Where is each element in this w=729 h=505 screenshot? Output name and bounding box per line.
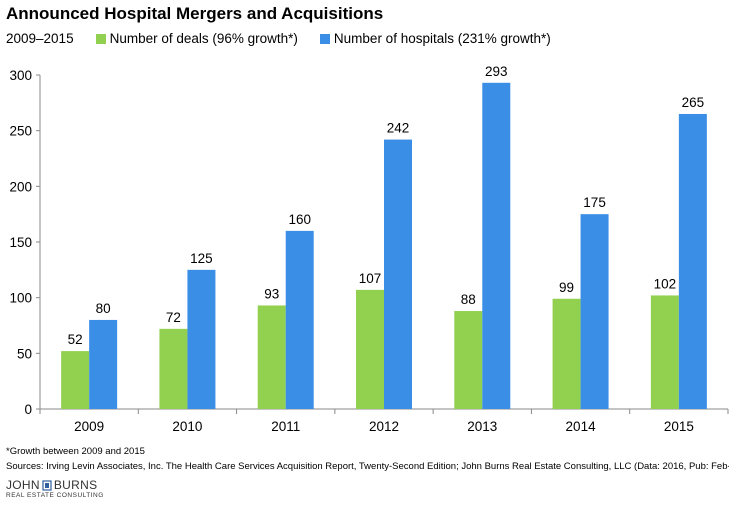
data-label-deals: 99 <box>559 280 574 295</box>
data-label-deals: 93 <box>264 286 279 301</box>
data-label-deals: 107 <box>359 271 382 286</box>
y-tick-label: 100 <box>9 291 32 306</box>
bar-deals <box>454 311 483 409</box>
data-label-deals: 102 <box>654 276 677 291</box>
data-label-deals: 88 <box>461 292 476 307</box>
bar-hospitals <box>384 139 412 409</box>
bar-deals <box>61 351 90 409</box>
chart-title: Announced Hospital Mergers and Acquisiti… <box>6 4 384 23</box>
x-tick-label: 2015 <box>664 419 694 434</box>
x-tick-label: 2013 <box>467 419 497 434</box>
y-tick-label: 300 <box>9 68 32 83</box>
bar-deals <box>552 298 581 409</box>
bar-hospitals <box>482 82 511 409</box>
logo-tagline: REAL ESTATE CONSULTING <box>6 492 104 499</box>
data-label-hospitals: 125 <box>190 251 213 266</box>
bar-deals <box>650 295 679 409</box>
legend-swatch-deals <box>95 33 106 44</box>
data-label-hospitals: 175 <box>583 195 606 210</box>
data-label-hospitals: 293 <box>485 64 508 79</box>
legend-item-deals: Number of deals (96% growth*) <box>95 31 298 46</box>
bar-hospitals <box>187 269 216 409</box>
bar-hospitals <box>285 230 314 409</box>
x-tick-label: 2010 <box>172 419 202 434</box>
bar-deals <box>356 289 384 409</box>
data-label-hospitals: 160 <box>288 212 311 227</box>
legend-swatch-hospitals <box>319 33 330 44</box>
sources-note: Sources: Irving Levin Associates, Inc. T… <box>6 461 729 472</box>
logo-mark-icon <box>42 479 52 491</box>
data-label-hospitals: 265 <box>682 95 705 110</box>
bar-hospitals <box>678 113 707 409</box>
y-tick-label: 150 <box>9 235 32 250</box>
data-label-deals: 52 <box>68 332 83 347</box>
legend-item-hospitals: Number of hospitals (231% growth*) <box>319 31 551 46</box>
x-tick-label: 2009 <box>74 419 104 434</box>
chart-subtitle: 2009–2015 <box>6 31 74 46</box>
subtitle-legend-row: 2009–2015 Number of deals (96% growth*) … <box>6 31 551 46</box>
john-burns-logo: JOHN BURNS REAL ESTATE CONSULTING <box>6 478 116 504</box>
data-label-deals: 72 <box>166 310 181 325</box>
bar-deals <box>159 328 188 409</box>
data-label-hospitals: 80 <box>96 301 111 316</box>
x-tick-label: 2012 <box>369 419 399 434</box>
x-tick-label: 2014 <box>566 419 597 434</box>
bar-hospitals <box>89 319 118 409</box>
x-tick-label: 2011 <box>271 419 300 434</box>
legend-label-deals: Number of deals (96% growth*) <box>109 31 298 46</box>
y-tick-label: 50 <box>17 346 32 361</box>
logo-word-burns: BURNS <box>53 478 98 492</box>
footnote: *Growth between 2009 and 2015 <box>6 446 145 457</box>
y-tick-label: 200 <box>9 179 32 194</box>
y-tick-label: 250 <box>9 124 32 139</box>
data-label-hospitals: 242 <box>387 121 410 136</box>
logo-wordmark: JOHN BURNS <box>6 478 97 492</box>
legend-label-hospitals: Number of hospitals (231% growth*) <box>333 31 551 46</box>
y-tick-label: 0 <box>24 402 32 417</box>
logo-word-john: JOHN <box>6 478 40 492</box>
bar-hospitals <box>580 214 609 409</box>
bar-deals <box>257 305 286 409</box>
